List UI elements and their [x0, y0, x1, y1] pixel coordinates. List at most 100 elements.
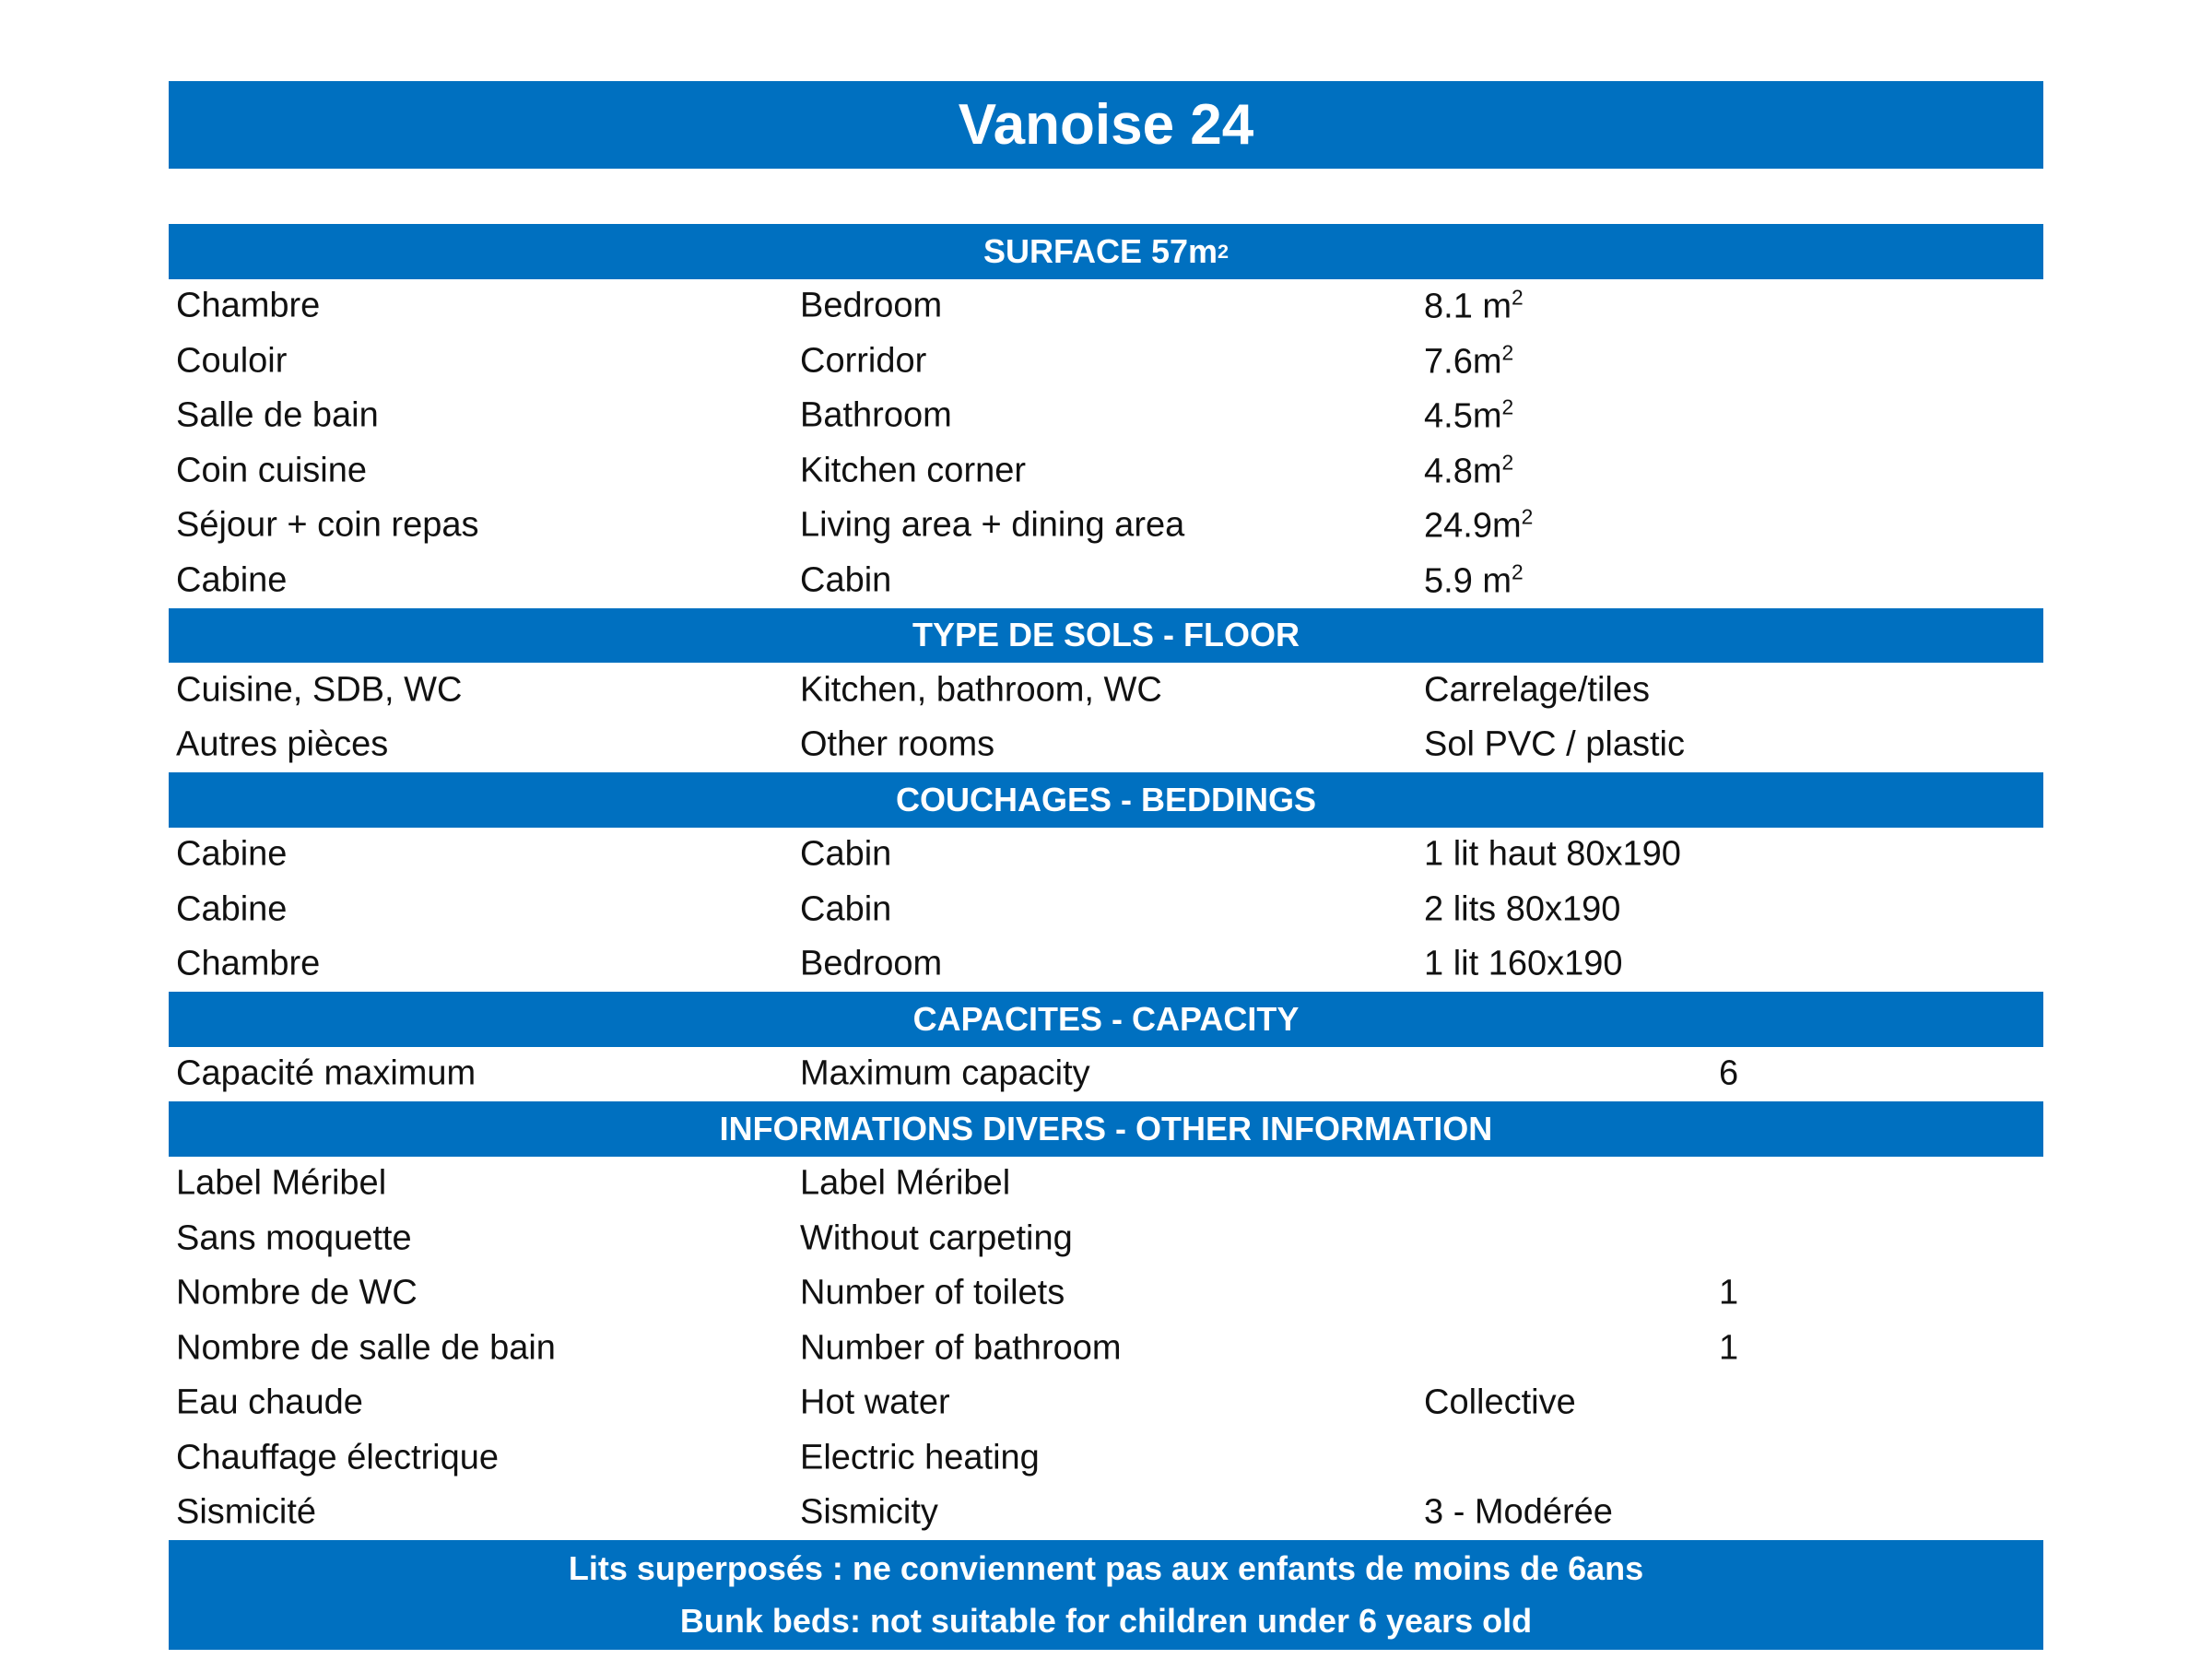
table-row: Cabine Cabin 5.9 m2	[169, 553, 2043, 608]
label-french: Capacité maximum	[176, 1053, 477, 1093]
label-french: Sismicité	[176, 1492, 317, 1532]
table-row: Cabine Cabin 2 lits 80x190	[169, 882, 2043, 937]
value: 4.8m2	[1424, 450, 1513, 491]
table-row: Nombre de salle de bain Number of bathroo…	[169, 1321, 2043, 1376]
table-row: Chambre Bedroom 8.1 m2	[169, 279, 2043, 335]
label-french: Nombre de WC	[176, 1273, 418, 1312]
superscript: 2	[1512, 285, 1524, 310]
value: 8.1 m2	[1424, 286, 1524, 327]
value-text: 4.8m	[1424, 452, 1502, 491]
table-row: Couloir Corridor 7.6m2	[169, 334, 2043, 389]
value: 1 lit haut 80x190	[1424, 835, 1681, 875]
label-french: Cabine	[176, 889, 288, 929]
label-french: Couloir	[176, 341, 288, 381]
table-row: Cuisine, SDB, WC Kitchen, bathroom, WC Car…	[169, 663, 2043, 718]
label-english: Kitchen corner	[800, 451, 1027, 490]
label-english: Electric heating	[800, 1438, 1040, 1477]
label-french: Sans moquette	[176, 1218, 412, 1258]
superscript: 2	[1521, 504, 1534, 529]
label-english: Bedroom	[800, 286, 943, 325]
value-text: Collective	[1424, 1382, 1576, 1422]
value-text: 5.9 m	[1424, 561, 1512, 601]
table-row: Sans moquette Without carpeting	[169, 1211, 2043, 1266]
label-english: Label Méribel	[800, 1163, 1011, 1203]
label-french: Cabine	[176, 560, 288, 600]
label-english: Sismicity	[800, 1492, 938, 1532]
superscript: 2	[1501, 450, 1514, 475]
value-text: 7.6m	[1424, 342, 1502, 382]
label-english: Without carpeting	[800, 1218, 1073, 1258]
value: 2 lits 80x190	[1424, 889, 1620, 929]
label-english: Cabin	[800, 889, 892, 929]
label-french: Cabine	[176, 834, 288, 874]
section-header-text: SURFACE 57m	[982, 231, 1218, 270]
value-text: 1 lit 160x190	[1424, 944, 1623, 983]
table-row: Séjour + coin repas Living area + dining …	[169, 499, 2043, 554]
section-header-text: COUCHAGES - BEDDINGS	[895, 780, 1317, 818]
label-french: Chauffage électrique	[176, 1438, 499, 1477]
value-text: 1 lit haut 80x190	[1424, 834, 1681, 874]
section-header-floor: TYPE DE SOLS - FLOOR	[169, 607, 2043, 663]
value: Carrelage/tiles	[1424, 670, 1650, 710]
label-french: Chambre	[176, 944, 321, 983]
section-header-text: TYPE DE SOLS - FLOOR	[912, 616, 1300, 654]
apartment-info-table: SURFACE 57m 2 Chambre Bedroom 8.1 m2 Couloir C…	[169, 224, 2043, 1650]
value: Collective	[1424, 1383, 1576, 1423]
value-text: 2 lits 80x190	[1424, 889, 1621, 929]
value-text: Carrelage/tiles	[1424, 670, 1650, 710]
label-english: Living area + dining area	[800, 505, 1185, 545]
warning-french: Lits superposés : ne conviennent pas aux…	[568, 1548, 1644, 1587]
number-value: 6	[1719, 1053, 1739, 1093]
section-header-surface: SURFACE 57m 2	[169, 224, 2043, 279]
label-french: Cuisine, SDB, WC	[176, 670, 463, 710]
number-value: 1	[1719, 1273, 1739, 1312]
value: Sol PVC / plastic	[1424, 725, 1685, 765]
label-english: Hot water	[800, 1382, 950, 1422]
superscript: 2	[1512, 559, 1524, 584]
value: 3 - Modérée	[1424, 1493, 1613, 1533]
table-row: Chauffage électrique Electric heating	[169, 1430, 2043, 1486]
page-title: Vanoise 24	[169, 81, 2043, 169]
label-french: Label Méribel	[176, 1163, 387, 1203]
value-text: 8.1 m	[1424, 287, 1512, 326]
label-french: Nombre de salle de bain	[176, 1328, 556, 1368]
section-header-text: INFORMATIONS DIVERS - OTHER INFORMATION	[719, 1109, 1493, 1147]
label-english: Cabin	[800, 560, 892, 600]
table-row: Nombre de WC Number of toilets 1	[169, 1266, 2043, 1322]
label-french: Séjour + coin repas	[176, 505, 479, 545]
section-header-text: CAPACITES - CAPACITY	[912, 999, 1300, 1038]
number-value: 1	[1719, 1328, 1739, 1368]
table-row: Capacité maximum Maximum capacity 6	[169, 1047, 2043, 1102]
label-english: Kitchen, bathroom, WC	[800, 670, 1162, 710]
label-english: Number of toilets	[800, 1273, 1065, 1312]
value: 5.9 m2	[1424, 559, 1524, 601]
section-header-capacity: CAPACITES - CAPACITY	[169, 992, 2043, 1047]
value: 1 lit 160x190	[1424, 945, 1623, 984]
footer-warning: Lits superposés : ne conviennent pas aux…	[169, 1540, 2043, 1650]
value: 4.5m2	[1424, 395, 1513, 437]
label-english: Number of bathroom	[800, 1328, 1122, 1368]
superscript: 2	[1218, 239, 1230, 263]
label-french: Chambre	[176, 286, 321, 325]
value-text: 24.9m	[1424, 506, 1522, 546]
superscript: 2	[1501, 394, 1514, 419]
table-row: Chambre Bedroom 1 lit 160x190	[169, 937, 2043, 993]
table-row: Label Méribel Label Méribel	[169, 1157, 2043, 1212]
section-header-other: INFORMATIONS DIVERS - OTHER INFORMATION	[169, 1101, 2043, 1157]
label-french: Salle de bain	[176, 395, 379, 435]
table-row: Eau chaude Hot water Collective	[169, 1376, 2043, 1431]
table-row: Coin cuisine Kitchen corner 4.8m2	[169, 443, 2043, 499]
section-header-beddings: COUCHAGES - BEDDINGS	[169, 772, 2043, 828]
label-english: Bathroom	[800, 395, 952, 435]
table-row: Salle de bain Bathroom 4.5m2	[169, 389, 2043, 444]
label-english: Corridor	[800, 341, 927, 381]
value-text: 3 - Modérée	[1424, 1492, 1613, 1532]
warning-english: Bunk beds: not suitable for children und…	[679, 1602, 1533, 1641]
value-text: Sol PVC / plastic	[1424, 724, 1685, 764]
label-english: Bedroom	[800, 944, 943, 983]
label-french: Autres pièces	[176, 724, 389, 764]
label-english: Other rooms	[800, 724, 995, 764]
table-row: Sismicité Sismicity 3 - Modérée	[169, 1486, 2043, 1541]
label-french: Eau chaude	[176, 1382, 363, 1422]
table-row: Autres pièces Other rooms Sol PVC / plasti…	[169, 718, 2043, 773]
